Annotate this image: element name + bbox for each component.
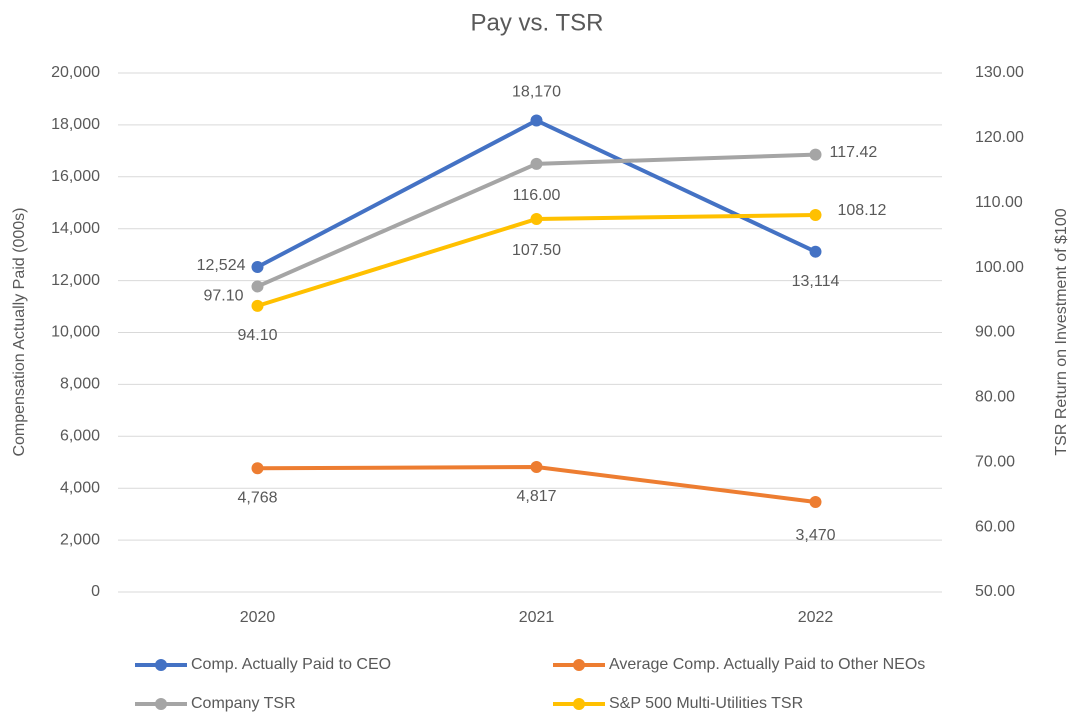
legend-label: Comp. Actually Paid to CEO	[191, 656, 391, 673]
legend-label: S&P 500 Multi-Utilities TSR	[609, 695, 803, 712]
data-label: 97.10	[203, 288, 243, 305]
y2-tick-label: 50.00	[975, 583, 1015, 600]
legend-marker	[573, 659, 585, 671]
data-point	[809, 148, 822, 161]
data-point	[530, 460, 543, 473]
y2-tick-label: 60.00	[975, 518, 1015, 535]
y2-tick-label: 70.00	[975, 453, 1015, 470]
x-tick-label: 2022	[798, 609, 834, 626]
y-tick-label: 14,000	[51, 220, 100, 237]
data-point	[809, 495, 822, 508]
data-point	[251, 261, 264, 274]
legend-label: Average Comp. Actually Paid to Other NEO…	[609, 656, 925, 673]
data-label: 107.50	[512, 242, 561, 259]
y2-tick-label: 120.00	[975, 129, 1024, 146]
legend-marker	[573, 698, 585, 710]
data-point	[530, 157, 543, 170]
legend-marker	[155, 659, 167, 671]
y-axis-title: Compensation Actually Paid (000s)	[11, 207, 28, 456]
data-label: 117.42	[830, 144, 878, 161]
y-tick-label: 8,000	[60, 376, 100, 393]
y2-tick-label: 100.00	[975, 259, 1024, 276]
data-point	[530, 212, 543, 225]
legend-marker	[155, 698, 167, 710]
data-point	[251, 462, 264, 475]
data-point	[809, 245, 822, 258]
data-label: 116.00	[513, 187, 561, 204]
y-tick-label: 10,000	[51, 324, 100, 341]
y-tick-label: 6,000	[60, 428, 100, 445]
legend-label: Company TSR	[191, 695, 296, 712]
data-point	[251, 299, 264, 312]
y2-axis-title: TSR Return on Investment of $100	[1053, 208, 1070, 455]
y-tick-label: 12,000	[51, 272, 100, 289]
data-label: 4,817	[516, 488, 556, 505]
data-label: 3,470	[795, 527, 835, 544]
data-label: 94.10	[237, 327, 277, 344]
data-point	[530, 114, 543, 127]
y2-tick-label: 110.00	[975, 194, 1023, 211]
y2-tick-label: 80.00	[975, 389, 1015, 406]
data-label: 4,768	[237, 489, 277, 506]
y-tick-label: 2,000	[60, 531, 100, 548]
x-tick-label: 2021	[519, 609, 555, 626]
y-tick-label: 16,000	[51, 168, 100, 185]
data-label: 108.12	[838, 202, 887, 219]
y2-tick-label: 90.00	[975, 324, 1015, 341]
data-label: 13,114	[792, 273, 840, 290]
chart-title: Pay vs. TSR	[471, 9, 604, 36]
data-point	[809, 208, 822, 221]
data-point	[251, 280, 264, 293]
data-label: 18,170	[512, 84, 561, 101]
x-tick-label: 2020	[240, 609, 276, 626]
data-label: 12,524	[197, 257, 246, 274]
y-tick-label: 4,000	[60, 479, 100, 496]
y2-tick-label: 130.00	[975, 64, 1024, 81]
y-tick-label: 0	[91, 583, 100, 600]
y-tick-label: 20,000	[51, 64, 100, 81]
y-tick-label: 18,000	[51, 116, 100, 133]
